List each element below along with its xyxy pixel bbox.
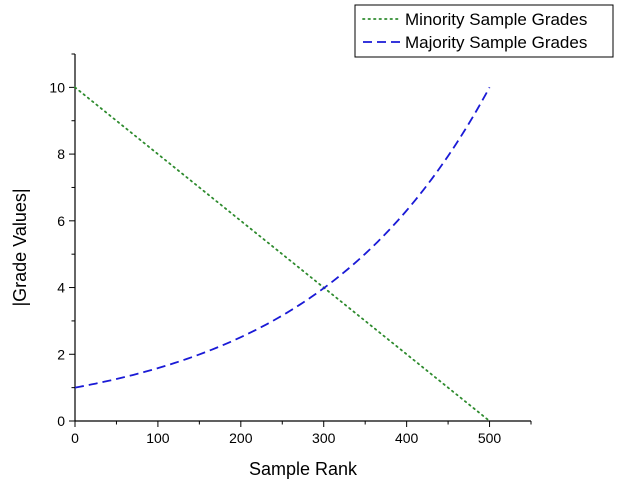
y-tick-label: 8	[57, 146, 65, 162]
legend-label: Majority Sample Grades	[405, 33, 587, 52]
tick-labels: 0 100 200 300 400 500 0 2 4 6 8 10	[49, 79, 501, 446]
plot-series	[74, 86, 491, 422]
y-tick-label: 2	[57, 346, 65, 362]
x-tick-label: 400	[395, 430, 419, 446]
y-tick-label: 10	[49, 79, 65, 95]
legend-label: Minority Sample Grades	[405, 10, 587, 29]
x-tick-label: 500	[478, 430, 502, 446]
series-line-minority	[74, 86, 491, 422]
x-tick-label: 0	[71, 430, 79, 446]
y-tick-label: 6	[57, 213, 65, 229]
y-tick-label: 0	[57, 413, 65, 429]
y-tick-label: 4	[57, 280, 65, 296]
x-tick-label: 200	[229, 430, 253, 446]
legend: Minority Sample Grades Majority Sample Gr…	[354, 4, 614, 58]
legend-box	[354, 4, 614, 58]
x-axis-label: Sample Rank	[249, 459, 358, 479]
series-line-majority	[74, 86, 491, 389]
x-tick-label: 300	[312, 430, 336, 446]
plot-axes	[69, 53, 532, 427]
x-tick-label: 100	[146, 430, 170, 446]
y-axis-label: |Grade Values|	[10, 188, 30, 306]
